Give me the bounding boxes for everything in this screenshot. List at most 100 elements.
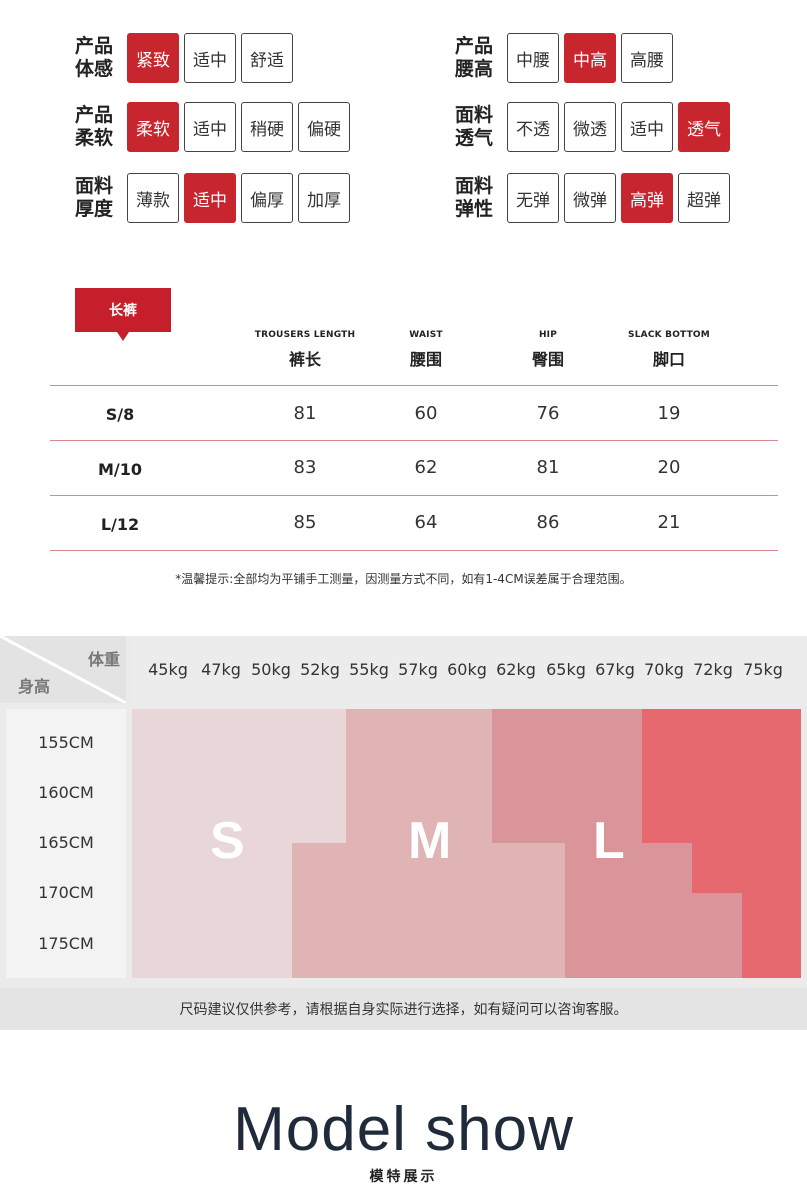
weight-label: 55kg bbox=[349, 660, 389, 679]
option-list: 薄款 适中 偏厚 加厚 bbox=[127, 173, 350, 223]
col-head-cn: 腰围 bbox=[409, 350, 442, 369]
table-cell: 85 bbox=[293, 512, 317, 533]
table-cell: 64 bbox=[414, 512, 438, 533]
table-cell: 81 bbox=[293, 403, 317, 424]
option-box: 加厚 bbox=[298, 173, 350, 223]
trousers-tab: 长裤 bbox=[75, 288, 171, 332]
attr-label: 产品 腰高 bbox=[455, 35, 494, 80]
table-divider bbox=[50, 440, 778, 441]
option-box: 高腰 bbox=[621, 33, 673, 83]
table-cell: 86 bbox=[536, 512, 560, 533]
option-box: 超弹 bbox=[678, 173, 730, 223]
weight-label: 65kg bbox=[546, 660, 586, 679]
option-list: 紧致 适中 舒适 bbox=[127, 33, 293, 83]
table-divider bbox=[50, 495, 778, 496]
weight-label: 47kg bbox=[201, 660, 241, 679]
weight-label: 57kg bbox=[398, 660, 438, 679]
measurement-note: *温馨提示:全部均为平铺手工测量，因测量方式不同，如有1-4CM误差属于合理范围… bbox=[175, 572, 632, 586]
option-box: 微透 bbox=[564, 102, 616, 152]
col-head-cn: 臀围 bbox=[531, 350, 564, 369]
option-box: 薄款 bbox=[127, 173, 179, 223]
table-divider bbox=[50, 385, 778, 386]
size-s-label: S bbox=[210, 812, 245, 870]
weight-label: 72kg bbox=[693, 660, 733, 679]
weight-label: 52kg bbox=[300, 660, 340, 679]
table-cell: 19 bbox=[657, 403, 681, 424]
table-cell: 21 bbox=[657, 512, 681, 533]
attr-thickness: 面料 厚度 薄款 适中 偏厚 加厚 bbox=[75, 173, 350, 223]
tab-pointer-icon bbox=[117, 332, 129, 341]
col-head-en: SLACK BOTTOM bbox=[628, 330, 710, 340]
height-label: 175CM bbox=[38, 934, 94, 953]
size-advice: 尺码建议仅供参考，请根据自身实际进行选择，如有疑问可以咨询客服。 bbox=[0, 988, 807, 1030]
table-cell: 81 bbox=[536, 457, 560, 478]
table-cell: 20 bbox=[657, 457, 681, 478]
model-show-subtitle: 模特展示 bbox=[369, 1169, 438, 1185]
option-list: 柔软 适中 稍硬 偏硬 bbox=[127, 102, 350, 152]
zone-xl bbox=[642, 709, 801, 978]
attr-breathability: 面料 透气 不透 微透 适中 透气 bbox=[455, 102, 730, 152]
option-box: 柔软 bbox=[127, 102, 179, 152]
option-box: 稍硬 bbox=[241, 102, 293, 152]
option-box: 偏硬 bbox=[298, 102, 350, 152]
option-box: 无弹 bbox=[507, 173, 559, 223]
weights-header: 45kg 47kg 50kg 52kg 55kg 57kg 60kg 62kg … bbox=[132, 636, 801, 703]
grid-corner: 体重 身高 bbox=[0, 636, 126, 703]
height-axis-label: 身高 bbox=[18, 677, 51, 696]
height-label: 160CM bbox=[38, 783, 94, 802]
option-box: 紧致 bbox=[127, 33, 179, 83]
option-box: 中高 bbox=[564, 33, 616, 83]
row-size-label: M/10 bbox=[97, 460, 143, 479]
option-box: 微弹 bbox=[564, 173, 616, 223]
table-cell: 76 bbox=[536, 403, 560, 424]
weight-label: 45kg bbox=[148, 660, 188, 679]
table-divider bbox=[50, 550, 778, 551]
zone-m bbox=[292, 709, 565, 978]
col-head-en: WAIST bbox=[409, 330, 443, 340]
option-list: 不透 微透 适中 透气 bbox=[507, 102, 730, 152]
row-size-label: L/12 bbox=[100, 515, 140, 534]
heights-column: 155CM 160CM 165CM 170CM 175CM bbox=[6, 709, 126, 978]
col-head-cn: 裤长 bbox=[288, 350, 321, 369]
size-m-label: M bbox=[408, 812, 452, 870]
option-box: 适中 bbox=[184, 102, 236, 152]
attr-label: 面料 厚度 bbox=[75, 175, 114, 220]
col-head-bottom: SLACK BOTTOM 脚口 bbox=[599, 330, 739, 370]
attr-label: 面料 透气 bbox=[455, 104, 494, 149]
size-zone-chart: S M L bbox=[132, 709, 801, 978]
weight-label: 70kg bbox=[644, 660, 684, 679]
weight-label: 62kg bbox=[496, 660, 536, 679]
option-box: 偏厚 bbox=[241, 173, 293, 223]
height-label: 165CM bbox=[38, 833, 94, 852]
col-head-cn: 脚口 bbox=[652, 350, 685, 369]
option-box: 不透 bbox=[507, 102, 559, 152]
option-box: 适中 bbox=[621, 102, 673, 152]
attr-label: 产品 体感 bbox=[75, 35, 114, 80]
corner-diagonal-icon bbox=[0, 636, 126, 703]
attr-label: 产品 柔软 bbox=[75, 104, 114, 149]
zone-l bbox=[492, 709, 742, 978]
col-head-en: HIP bbox=[538, 330, 558, 340]
option-box: 适中 bbox=[184, 173, 236, 223]
weight-label: 60kg bbox=[447, 660, 487, 679]
weight-axis-label: 体重 bbox=[87, 650, 120, 669]
option-box: 透气 bbox=[678, 102, 730, 152]
attr-label: 面料 弹性 bbox=[455, 175, 494, 220]
option-box: 适中 bbox=[184, 33, 236, 83]
size-recommendation-grid: 体重 身高 45kg 47kg 50kg 52kg 55kg 57kg 60kg… bbox=[0, 636, 807, 1030]
option-box: 高弹 bbox=[621, 173, 673, 223]
option-box: 中腰 bbox=[507, 33, 559, 83]
table-cell: 62 bbox=[414, 457, 438, 478]
col-head-hip: HIP 臀围 bbox=[478, 330, 618, 370]
attr-elasticity: 面料 弹性 无弹 微弹 高弹 超弹 bbox=[455, 173, 730, 223]
col-head-waist: WAIST 腰围 bbox=[356, 330, 496, 370]
col-head-length: TROUSERS LENGTH 裤长 bbox=[235, 330, 375, 370]
option-box: 舒适 bbox=[241, 33, 293, 83]
weight-label: 50kg bbox=[251, 660, 291, 679]
table-cell: 60 bbox=[414, 403, 438, 424]
col-head-en: TROUSERS LENGTH bbox=[254, 330, 356, 340]
size-zones bbox=[132, 709, 801, 978]
row-size-label: S/8 bbox=[105, 405, 135, 424]
option-list: 无弹 微弹 高弹 超弹 bbox=[507, 173, 730, 223]
attr-product-feel: 产品 体感 紧致 适中 舒适 bbox=[75, 33, 293, 83]
